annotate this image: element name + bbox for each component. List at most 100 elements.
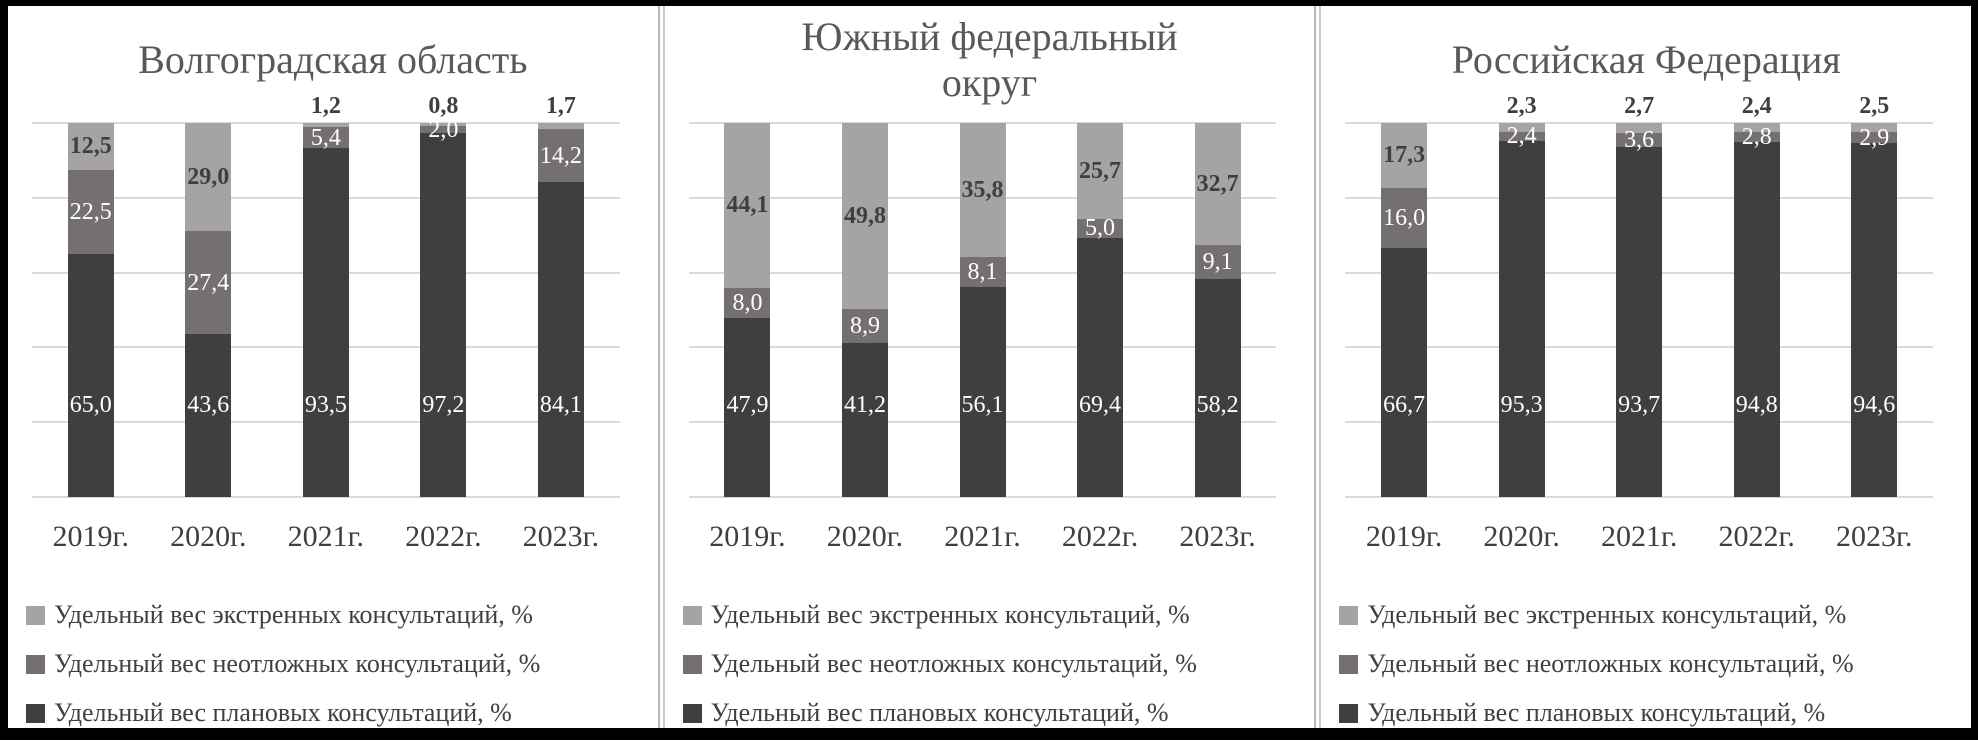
stacked-bar-2019: 47,9 8,0 44,1	[724, 123, 771, 497]
legend-item-urgent: Удельный вес неотложных консультаций, %	[1339, 649, 1969, 678]
segment-emergency	[1077, 123, 1124, 220]
x-axis-label: 2022г.	[1061, 520, 1139, 553]
stacked-bar-2020: 95,3 2,4 2,3	[1498, 94, 1545, 497]
value-label: 32,7	[1196, 171, 1239, 198]
legend-swatch-emergency-icon	[1339, 605, 1359, 625]
x-axis-label: 2020г.	[826, 520, 904, 553]
chart-panel-southern-federal-district: Южный федеральный округ 47,9 8,0 44,1 41,2 8…	[664, 6, 1315, 728]
value-label: 44,1	[726, 192, 769, 219]
value-label: 2,3	[1506, 93, 1537, 119]
gridline	[688, 496, 1277, 498]
value-label: 16,0	[1383, 204, 1426, 231]
chart-title: Российская Федерация	[1451, 37, 1841, 82]
segment-urgent	[1077, 219, 1124, 238]
legend-swatch-urgent-icon	[1339, 654, 1359, 674]
segment-emergency	[1498, 123, 1545, 132]
legend: Удельный вес экстренных консультаций, % …	[1339, 600, 1969, 749]
gridline	[32, 496, 620, 498]
chart-title: Южный федеральный округ	[801, 14, 1178, 105]
value-label: 84,1	[539, 392, 582, 418]
legend-item-urgent: Удельный вес неотложных консультаций, %	[26, 649, 656, 678]
value-label: 56,1	[961, 392, 1004, 418]
value-label: 66,7	[1383, 392, 1426, 418]
segment-emergency	[1194, 123, 1241, 246]
legend-swatch-urgent-icon	[26, 654, 45, 674]
x-axis-label: 2021г.	[1600, 520, 1678, 553]
legend-swatch-planned-icon	[1339, 703, 1359, 723]
segment-planned	[537, 182, 584, 497]
chart-panel-volgograd-region: Волгоградская область 65,0 22,5 12,5 43,6 27…	[8, 6, 658, 728]
gridline	[1345, 496, 1934, 498]
stacked-bar-2020: 41,2 8,9 49,8	[841, 123, 888, 497]
segment-planned	[1616, 146, 1663, 497]
panel-divider	[1314, 6, 1322, 728]
segment-planned	[1851, 143, 1898, 497]
x-axis-label: 2022г.	[1718, 520, 1795, 553]
segment-emergency	[959, 123, 1006, 257]
stacked-bar-2022: 97,2 2,0 0,8	[420, 94, 467, 497]
panel-divider	[657, 6, 665, 728]
x-axis-label: 2021г.	[944, 520, 1021, 553]
value-label: 97,2	[422, 392, 465, 418]
value-label: 14,2	[539, 142, 582, 169]
legend-label: Удельный вес неотложных консультаций, %	[54, 649, 541, 678]
segment-planned	[302, 147, 349, 497]
segment-planned	[724, 317, 771, 497]
segment-emergency	[67, 123, 114, 170]
plot-area: 66,7 16,0 17,3 95,3 2,4 2,3 93,7 3,6 2,7 94,8 2,8 2…	[1345, 94, 1934, 498]
value-label: 27,4	[187, 269, 230, 296]
value-label: 47,9	[726, 392, 769, 418]
chart-panel-russian-federation: Российская Федерация 66,7 16,0 17,3 95,3 2,4…	[1321, 6, 1972, 728]
segment-urgent	[1616, 133, 1663, 147]
segment-emergency	[724, 123, 771, 288]
legend: Удельный вес экстренных консультаций, % …	[26, 600, 656, 749]
value-label: 22,5	[69, 198, 112, 225]
segment-emergency	[537, 123, 584, 130]
value-label: 35,8	[961, 176, 1004, 203]
value-label: 1,7	[545, 93, 576, 119]
segment-emergency	[1851, 123, 1898, 133]
segment-urgent	[1194, 245, 1241, 280]
value-label: 2,9	[1859, 124, 1890, 151]
chart-title: Волгоградская область	[138, 37, 528, 82]
segment-emergency	[1381, 123, 1428, 188]
legend-swatch-planned-icon	[26, 703, 45, 723]
value-label: 2,4	[1506, 123, 1537, 150]
legend-item-planned: Удельный вес плановых консультаций, %	[26, 698, 656, 727]
x-axis-label: 2020г.	[1483, 520, 1560, 553]
segment-urgent	[1498, 131, 1545, 141]
value-label: 5,4	[310, 124, 341, 151]
x-axis-label: 2019г.	[52, 520, 129, 553]
value-label: 5,0	[1085, 215, 1116, 242]
segment-emergency	[1733, 123, 1780, 132]
legend-label: Удельный вес плановых консультаций, %	[54, 698, 512, 727]
value-label: 2,5	[1859, 93, 1890, 119]
value-label: 95,3	[1500, 392, 1543, 418]
value-label: 43,6	[187, 392, 230, 418]
x-axis-label: 2019г.	[709, 520, 786, 553]
legend-swatch-urgent-icon	[682, 654, 702, 674]
legend-label: Удельный вес плановых консультаций, %	[710, 698, 1169, 727]
legend-label: Удельный вес экстренных консультаций, %	[1367, 600, 1847, 629]
legend-label: Удельный вес плановых консультаций, %	[1367, 698, 1826, 727]
segment-planned	[841, 342, 888, 497]
segment-urgent	[302, 127, 349, 148]
stacked-bar-2021: 93,5 5,4 1,2	[302, 94, 349, 497]
legend-swatch-planned-icon	[682, 703, 702, 723]
legend-item-planned: Удельный вес плановых консультаций, %	[1339, 698, 1969, 727]
value-label: 2,0	[428, 116, 459, 143]
value-label: 8,9	[849, 313, 880, 340]
value-label: 3,6	[1624, 126, 1655, 153]
legend-label: Удельный вес неотложных консультаций, %	[1367, 649, 1854, 678]
value-label: 12,5	[69, 133, 112, 160]
value-label: 17,3	[1383, 142, 1426, 169]
segment-urgent	[724, 287, 771, 318]
stacked-bar-2021: 56,1 8,1 35,8	[959, 123, 1006, 497]
value-label: 1,2	[310, 93, 341, 119]
x-axis-label: 2023г.	[522, 520, 600, 553]
segment-urgent	[420, 125, 467, 134]
segment-urgent	[185, 231, 232, 334]
stacked-bar-2023: 84,1 14,2 1,7	[537, 94, 584, 497]
stacked-bar-2022: 94,8 2,8 2,4	[1733, 94, 1780, 497]
